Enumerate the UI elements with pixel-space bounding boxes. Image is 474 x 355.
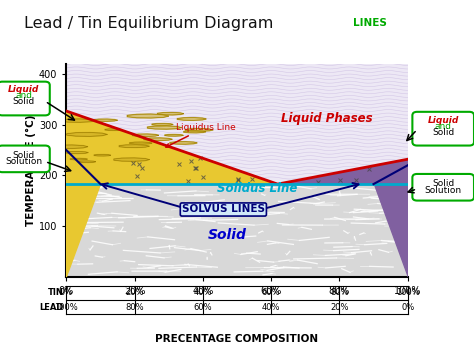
Text: 60%: 60% <box>262 288 281 297</box>
Polygon shape <box>177 118 206 120</box>
FancyBboxPatch shape <box>0 82 50 115</box>
Polygon shape <box>51 145 88 148</box>
Text: Liquid: Liquid <box>8 85 39 94</box>
Polygon shape <box>170 142 197 144</box>
Text: SOLVUS LINES: SOLVUS LINES <box>182 204 265 214</box>
Polygon shape <box>278 159 408 184</box>
Text: 100%: 100% <box>55 302 78 312</box>
Text: 20%: 20% <box>125 288 144 297</box>
Polygon shape <box>78 161 96 163</box>
Text: Solid: Solid <box>207 228 246 242</box>
Text: 80%: 80% <box>330 288 349 297</box>
Text: Solid: Solid <box>13 151 35 160</box>
Polygon shape <box>66 64 408 184</box>
Text: LEAD: LEAD <box>40 302 64 312</box>
Polygon shape <box>94 154 110 156</box>
Polygon shape <box>119 145 149 148</box>
Text: Solidus Line: Solidus Line <box>217 182 297 195</box>
Polygon shape <box>93 119 118 121</box>
Polygon shape <box>65 152 88 154</box>
Text: Liquidus Line: Liquidus Line <box>166 123 235 147</box>
Text: 80%: 80% <box>125 302 144 312</box>
Polygon shape <box>374 184 408 277</box>
Polygon shape <box>66 111 278 184</box>
Text: 0%: 0% <box>60 288 73 297</box>
Polygon shape <box>165 135 183 136</box>
FancyBboxPatch shape <box>412 112 474 146</box>
Text: Solution: Solution <box>425 186 462 195</box>
Polygon shape <box>127 114 169 118</box>
Polygon shape <box>66 184 408 277</box>
Text: 100%: 100% <box>396 288 419 297</box>
Polygon shape <box>147 126 181 129</box>
Text: 20%: 20% <box>330 302 349 312</box>
Polygon shape <box>152 124 173 125</box>
Polygon shape <box>183 131 206 133</box>
Polygon shape <box>129 142 152 144</box>
Polygon shape <box>66 184 100 277</box>
FancyBboxPatch shape <box>412 174 474 201</box>
Polygon shape <box>70 158 87 160</box>
Text: 40%: 40% <box>262 302 281 312</box>
Polygon shape <box>114 158 149 161</box>
Polygon shape <box>185 129 213 131</box>
Polygon shape <box>157 113 183 115</box>
Y-axis label: TEMPERATURE (°C): TEMPERATURE (°C) <box>26 115 36 226</box>
Text: Liquid: Liquid <box>428 116 459 125</box>
Text: Solution: Solution <box>5 157 42 166</box>
Text: 60%: 60% <box>193 302 212 312</box>
Polygon shape <box>105 129 122 131</box>
Text: and: and <box>15 91 32 100</box>
Text: Lead / Tin Equilibrium Diagram: Lead / Tin Equilibrium Diagram <box>24 16 273 31</box>
Polygon shape <box>132 134 158 136</box>
Text: PRECENTAGE COMPOSITION: PRECENTAGE COMPOSITION <box>155 334 319 344</box>
Polygon shape <box>60 119 95 122</box>
Text: LINES: LINES <box>353 18 387 28</box>
Polygon shape <box>144 138 172 141</box>
Polygon shape <box>67 132 107 136</box>
Text: Liquid Phases: Liquid Phases <box>282 112 373 125</box>
Text: and: and <box>435 122 452 131</box>
Text: TIN: TIN <box>48 288 64 297</box>
Text: Solid: Solid <box>432 179 454 188</box>
Text: 0%: 0% <box>401 302 414 312</box>
Text: Solid: Solid <box>432 128 454 137</box>
FancyBboxPatch shape <box>0 146 50 172</box>
Text: Solid: Solid <box>13 97 35 106</box>
Text: 40%: 40% <box>193 288 212 297</box>
